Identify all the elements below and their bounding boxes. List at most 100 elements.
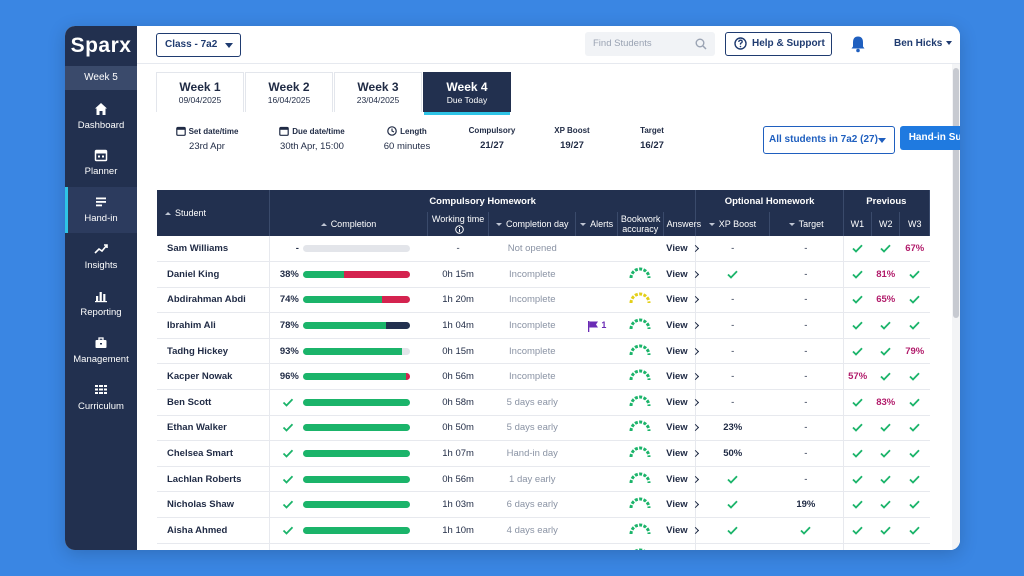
alerts-cell xyxy=(575,261,618,288)
student-name[interactable]: Abdirahman Abdi xyxy=(157,287,270,314)
xp-boost-label: XP Boost xyxy=(554,126,590,135)
student-name[interactable]: Tadhg Hickey xyxy=(157,338,270,365)
view-answers-link[interactable]: View xyxy=(666,474,699,485)
sidebar-item-management[interactable]: Management xyxy=(65,328,137,374)
col-alerts[interactable]: Alerts xyxy=(575,212,618,236)
col-target[interactable]: Target xyxy=(769,212,844,236)
student-name[interactable]: Daniel King xyxy=(157,261,270,288)
day-value: Incomplete xyxy=(509,371,556,383)
col-working-label: Working time xyxy=(431,213,485,224)
user-menu[interactable]: Ben Hicks xyxy=(894,38,953,49)
view-answers-link[interactable]: View xyxy=(666,346,699,357)
sidebar-item-dashboard[interactable]: Dashboard xyxy=(65,94,137,140)
w2-cell xyxy=(871,312,900,339)
time-value: 1h 03m xyxy=(442,499,474,511)
sidebar-item-reporting[interactable]: Reporting xyxy=(65,281,137,327)
sidebar-item-curriculum[interactable]: Curriculum xyxy=(65,375,137,421)
current-week-badge: Week 5 xyxy=(65,66,137,90)
target-value: - xyxy=(804,320,808,332)
xp-boost-cell xyxy=(695,466,769,493)
scrollbar[interactable] xyxy=(952,64,960,550)
view-answers-link[interactable]: View xyxy=(666,397,699,408)
w2-cell xyxy=(871,338,900,365)
answers-cell: View xyxy=(663,543,697,550)
view-answers-link[interactable]: View xyxy=(666,320,699,331)
completion-bar xyxy=(302,501,410,509)
scrollbar-thumb[interactable] xyxy=(953,68,959,318)
student-name[interactable]: Ethan Walker xyxy=(157,415,270,442)
view-answers-link[interactable]: View xyxy=(666,422,699,433)
student-name[interactable]: Ibrahim Ali xyxy=(157,312,270,339)
sidebar-item-hand-in[interactable]: Hand-in xyxy=(65,187,137,233)
col-xp-boost[interactable]: XP Boost xyxy=(695,212,770,236)
col-student[interactable]: Student xyxy=(157,190,270,236)
student-name[interactable]: Chelsea Smart xyxy=(157,440,270,467)
check-icon xyxy=(909,270,920,279)
target-value: - xyxy=(804,294,808,306)
sidebar-item-insights[interactable]: Insights xyxy=(65,234,137,280)
alerts-cell xyxy=(575,389,618,416)
bookwork-cell xyxy=(617,415,664,442)
class-select[interactable]: Class - 7a2 xyxy=(156,33,241,57)
view-answers-link[interactable]: View xyxy=(666,525,699,536)
completion-cell: 38% xyxy=(269,261,428,288)
completion-cell xyxy=(269,466,428,493)
student-name[interactable]: Fatima Bibi xyxy=(157,543,270,550)
view-answers-link[interactable]: View xyxy=(666,499,699,510)
w2-cell xyxy=(871,363,900,391)
tab-week-2[interactable]: Week 2 16/04/2025 xyxy=(245,72,333,112)
student-name[interactable]: Aisha Ahmed xyxy=(157,517,270,544)
info-icon[interactable] xyxy=(452,224,464,234)
bell-icon[interactable] xyxy=(850,35,866,53)
student-name-text: Ethan Walker xyxy=(167,422,227,434)
table-row: Kacper Nowak 96% 0h 56m Incomplete View - - 57% xyxy=(157,363,930,391)
col-bookwork[interactable]: Bookwork accuracy xyxy=(617,212,664,236)
time-value: 1h 10m xyxy=(442,524,474,536)
completion-bar xyxy=(302,526,410,534)
target-cell xyxy=(769,517,844,544)
check-icon xyxy=(852,475,863,484)
completion-percent: 74% xyxy=(279,294,299,306)
tab-week-3[interactable]: Week 3 23/04/2025 xyxy=(334,72,422,112)
completion-percent: 38% xyxy=(279,268,299,280)
view-answers-link[interactable]: View xyxy=(666,448,699,459)
col-answers-label: Answers xyxy=(666,219,702,229)
answers-cell: View xyxy=(663,338,699,365)
bookwork-cell xyxy=(617,543,664,550)
bookwork-gauge-icon xyxy=(629,267,651,279)
xp-value: - xyxy=(731,371,735,383)
col-working-time[interactable]: Working time xyxy=(427,212,490,236)
app-window: Sparx Week 5 Dashboard Planner Hand-in I… xyxy=(65,26,960,550)
sidebar-item-planner[interactable]: Planner xyxy=(65,140,137,186)
students-filter-select[interactable]: All students in 7a2 (27) xyxy=(763,126,895,154)
student-name[interactable]: Kacper Nowak xyxy=(157,363,270,391)
students-table: Student Compulsory Homework Optional Hom… xyxy=(157,190,931,550)
w1-cell xyxy=(843,338,872,365)
student-name[interactable]: Ben Scott xyxy=(157,389,270,416)
table-row: Ibrahim Ali 78% 1h 04m Incomplete 1 View - - xyxy=(157,312,930,339)
tab-week-4[interactable]: Week 4 Due Today xyxy=(423,72,511,115)
completion-bar-fill xyxy=(302,475,410,483)
student-name[interactable]: Sam Williams xyxy=(157,236,270,263)
search-input[interactable]: Find Students xyxy=(585,32,715,56)
sparx-logo[interactable]: Sparx xyxy=(70,34,132,57)
view-answers-link[interactable]: View xyxy=(666,371,699,382)
list-icon xyxy=(96,197,106,207)
view-answers-link[interactable]: View xyxy=(666,269,699,280)
chevron-right-icon xyxy=(691,347,699,355)
view-answers-link[interactable]: View xyxy=(666,294,699,305)
compulsory-label: Compulsory xyxy=(468,126,516,135)
col-completion-day[interactable]: Completion day xyxy=(488,212,577,236)
tab-title: Week 3 xyxy=(357,80,399,94)
col-completion[interactable]: Completion xyxy=(269,212,429,236)
tab-week-1[interactable]: Week 1 09/04/2025 xyxy=(156,72,244,112)
student-name[interactable]: Nicholas Shaw xyxy=(157,491,270,519)
hand-in-summary-button[interactable]: Hand-in Summary xyxy=(900,126,960,150)
alert-flag[interactable]: 1 xyxy=(587,320,606,332)
view-answers-link[interactable]: View xyxy=(666,243,699,254)
day-value: 6 days early xyxy=(506,499,558,511)
student-name[interactable]: Lachlan Roberts xyxy=(157,466,270,493)
completion-day-cell: 4 days early xyxy=(488,517,576,544)
help-support-button[interactable]: Help & Support xyxy=(725,32,832,56)
xp-boost-cell: - xyxy=(695,236,769,263)
